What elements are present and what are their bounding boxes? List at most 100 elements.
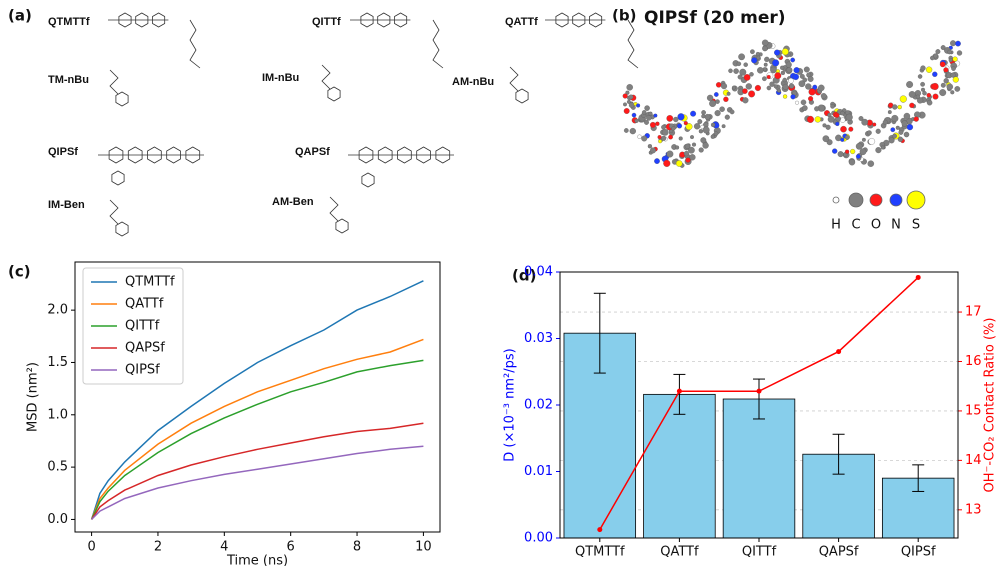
atom bbox=[775, 72, 782, 79]
side-chain bbox=[433, 20, 443, 68]
atom bbox=[690, 111, 696, 117]
x-axis-label: Time (ns) bbox=[226, 554, 288, 566]
atom bbox=[898, 137, 903, 142]
atom bbox=[876, 129, 881, 134]
atom bbox=[914, 117, 919, 122]
atom bbox=[927, 100, 932, 105]
y2-tick-label: 13 bbox=[965, 502, 982, 517]
atom bbox=[791, 94, 796, 99]
y2-axis-label: OH⁻-CO₂ Contact Ratio (%) bbox=[983, 318, 998, 493]
atom bbox=[835, 113, 840, 118]
atom bbox=[835, 122, 839, 126]
atom bbox=[762, 40, 768, 46]
atom bbox=[892, 134, 896, 138]
atom bbox=[742, 89, 747, 94]
atom bbox=[849, 127, 854, 132]
atom bbox=[679, 137, 683, 141]
atom bbox=[941, 83, 946, 88]
atom bbox=[920, 82, 924, 86]
y-tick-label: 0.5 bbox=[47, 460, 68, 475]
atom bbox=[720, 107, 725, 112]
atom bbox=[728, 69, 732, 73]
atom bbox=[840, 126, 846, 132]
x-tick-label: QATTf bbox=[660, 545, 699, 560]
structure-label: AM-Ben bbox=[272, 196, 314, 208]
atom bbox=[805, 84, 811, 90]
legend-label: QTMTTf bbox=[125, 275, 175, 290]
atom bbox=[658, 140, 662, 144]
atom bbox=[826, 125, 831, 130]
atom bbox=[730, 110, 734, 114]
atom bbox=[800, 74, 805, 79]
atom bbox=[936, 49, 941, 54]
structure-label: QITTf bbox=[312, 16, 341, 28]
atom bbox=[701, 114, 705, 118]
atom bbox=[909, 91, 915, 97]
atom bbox=[629, 95, 633, 99]
atom bbox=[767, 86, 771, 90]
atom bbox=[762, 46, 767, 51]
legend-label: QITTf bbox=[125, 319, 160, 334]
atom bbox=[624, 108, 630, 114]
atom bbox=[949, 58, 953, 62]
atom bbox=[630, 128, 636, 134]
atom bbox=[873, 123, 877, 127]
bar bbox=[644, 394, 716, 538]
ring bbox=[116, 92, 128, 106]
structure-sketches bbox=[98, 13, 638, 236]
atom bbox=[921, 88, 925, 92]
atom bbox=[667, 115, 673, 121]
atom bbox=[830, 104, 834, 108]
atom bbox=[783, 78, 787, 82]
atom bbox=[732, 86, 736, 90]
atom-key bbox=[890, 194, 902, 206]
atom bbox=[888, 110, 892, 114]
panel-label: (c) bbox=[8, 263, 31, 281]
atom bbox=[734, 69, 739, 74]
molecule-render bbox=[623, 40, 962, 168]
atom bbox=[840, 138, 844, 142]
atom bbox=[862, 119, 868, 125]
atom bbox=[818, 85, 824, 91]
atom bbox=[684, 121, 688, 125]
atom bbox=[661, 125, 665, 129]
atom bbox=[668, 135, 672, 139]
atom bbox=[939, 89, 946, 96]
atom bbox=[701, 110, 705, 114]
atom bbox=[629, 103, 634, 108]
atom bbox=[953, 57, 958, 62]
x-tick-label: 10 bbox=[415, 540, 432, 555]
ring bbox=[516, 89, 528, 103]
atom bbox=[694, 123, 700, 129]
atom bbox=[770, 67, 776, 73]
atom bbox=[804, 67, 810, 73]
atom bbox=[814, 106, 819, 111]
atom bbox=[714, 92, 718, 96]
structure-label: QTMTTf bbox=[48, 16, 90, 28]
atom bbox=[780, 66, 784, 70]
atom bbox=[738, 75, 743, 80]
atom bbox=[876, 147, 882, 153]
atom bbox=[721, 83, 727, 89]
x-tick-label: QITTf bbox=[742, 545, 777, 560]
atom bbox=[707, 95, 713, 101]
atom bbox=[645, 106, 650, 111]
atom bbox=[902, 121, 908, 127]
atom bbox=[944, 68, 949, 73]
atom bbox=[828, 116, 834, 122]
atom bbox=[661, 136, 666, 141]
atom bbox=[786, 62, 792, 68]
atom-symbol: S bbox=[912, 218, 920, 233]
atom-symbol: C bbox=[851, 218, 860, 233]
atom bbox=[808, 96, 813, 101]
y-axis-label: D (×10⁻³ nm²/ps) bbox=[503, 348, 518, 461]
atom-key bbox=[907, 191, 925, 209]
y2-tick-label: 17 bbox=[965, 305, 982, 320]
atom bbox=[655, 122, 659, 126]
atom bbox=[801, 100, 806, 105]
atom bbox=[667, 151, 674, 158]
atom bbox=[701, 137, 707, 143]
atom bbox=[624, 128, 628, 132]
line-marker bbox=[597, 527, 602, 532]
atom bbox=[748, 91, 755, 98]
